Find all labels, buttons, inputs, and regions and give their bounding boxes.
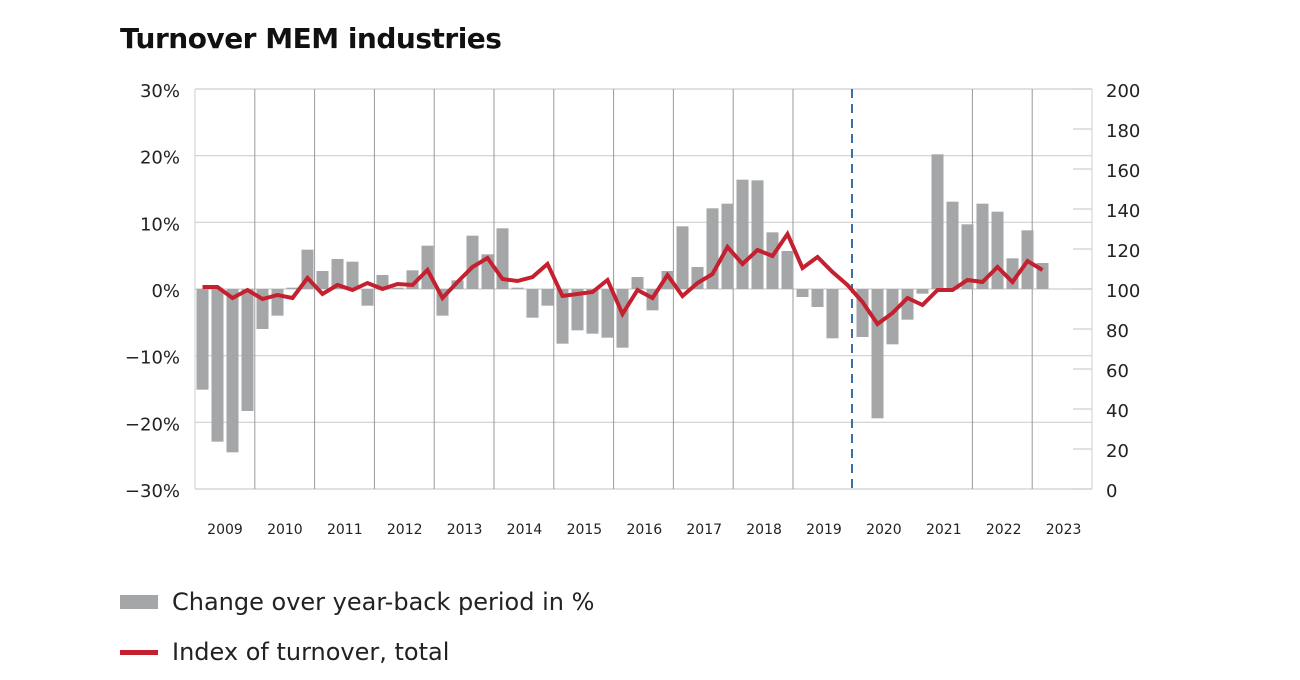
x-tick-label: 2015 [567,522,603,538]
y-left-tick-label: −20% [125,414,180,435]
bar [586,289,599,334]
x-tick-label: 2019 [806,522,842,538]
bar [766,232,779,289]
x-tick-label: 2016 [626,522,662,538]
x-tick-label: 2021 [926,522,962,538]
bar [466,235,479,289]
bar [601,289,614,338]
bar [346,261,359,289]
bar [241,289,254,411]
bar [361,289,374,306]
y-left-tick-label: 20% [140,148,180,169]
x-tick-label: 2014 [507,522,543,538]
bar [616,289,629,348]
x-tick-label: 2022 [986,522,1022,538]
y-left-tick-label: 0% [151,281,180,302]
bar [886,289,899,345]
bar [736,179,749,289]
bar [376,275,389,289]
y-right-tick-label: 180 [1106,121,1140,142]
y-right-tick-label: 0 [1106,481,1117,502]
bar [826,289,839,339]
y-right-tick-label: 160 [1106,161,1140,182]
bar [571,289,584,331]
x-tick-label: 2010 [267,522,303,538]
bar [226,289,239,453]
legend-label: Index of turnover, total [172,638,450,666]
y-right-tick-label: 20 [1106,441,1129,462]
bar [781,251,794,289]
legend-swatch-line [120,649,158,655]
y-right-tick-label: 40 [1106,401,1129,422]
y-left-tick-label: −10% [125,348,180,369]
legend-item-line: Index of turnover, total [120,638,449,666]
bar [511,287,524,289]
bar [676,226,689,289]
bar [751,180,764,289]
legend-label: Change over year-back period in % [172,588,595,616]
bar [196,289,209,390]
bar [661,271,674,289]
x-tick-label: 2017 [686,522,722,538]
legend-item-bars: Change over year-back period in % [120,588,594,616]
y-right-tick-label: 80 [1106,321,1129,342]
x-tick-label: 2009 [207,522,243,538]
bar [871,289,884,419]
x-tick-label: 2011 [327,522,363,538]
x-tick-label: 2023 [1046,522,1082,538]
chart-title: Turnover MEM industries [120,22,502,55]
y-right-tick-label: 60 [1106,361,1129,382]
line-series [202,229,1044,327]
bar [916,289,929,294]
bar [976,203,989,289]
bar [811,289,824,307]
x-tick-label: 2020 [866,522,902,538]
y-right-tick-label: 100 [1106,281,1140,302]
index-line [202,229,1044,327]
y-right-tick-label: 120 [1106,241,1140,262]
y-right-tick-label: 200 [1106,81,1140,102]
bar [331,259,344,289]
y-right-tick-label: 140 [1106,201,1140,222]
bar [901,289,914,320]
bar [286,287,299,289]
y-left-tick-label: −30% [125,481,180,502]
bar [931,154,944,289]
bar [961,224,974,289]
y-left-tick-label: 30% [140,81,180,102]
bar [556,289,569,344]
y-left-tick-label: 10% [140,214,180,235]
bar [391,287,404,289]
bar [796,289,809,297]
bar [526,289,539,318]
bar [316,271,329,289]
bar [211,289,224,442]
x-tick-label: 2018 [746,522,782,538]
legend-swatch-bar [120,595,158,609]
bar [541,289,554,306]
axes: 30%20%10%0%−10%−20%−30%20018016014012010… [125,81,1140,538]
bar [631,277,644,289]
x-tick-label: 2013 [447,522,483,538]
bar [946,201,959,289]
x-tick-label: 2012 [387,522,423,538]
bar [991,211,1004,289]
